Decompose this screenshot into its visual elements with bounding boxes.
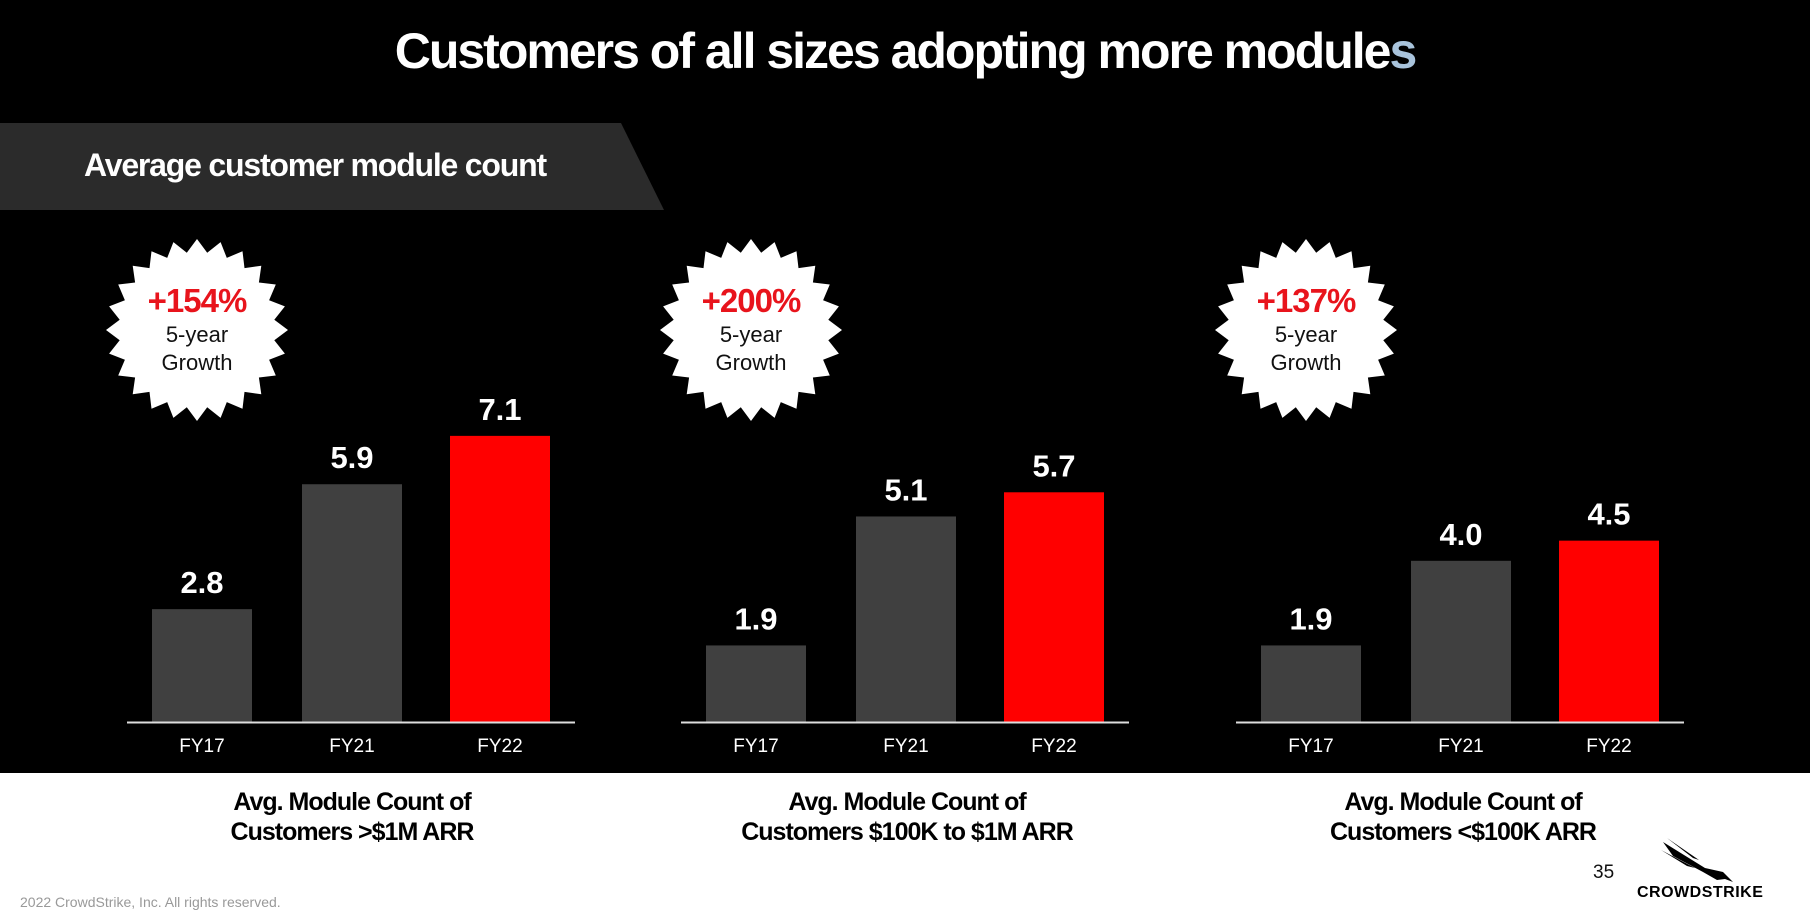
- growth-value: +154%: [148, 282, 247, 319]
- data-label: 4.5: [1587, 497, 1630, 532]
- x-tick-label: FY17: [733, 736, 778, 757]
- growth-label: Growth: [716, 350, 787, 375]
- bar-fy17: [706, 645, 806, 722]
- chart-2-title: Avg. Module Count of Customers $100K to $…: [657, 787, 1157, 847]
- chart-title-line: Avg. Module Count of: [788, 788, 1026, 816]
- growth-label: Growth: [1271, 350, 1342, 375]
- chart-title-line: Customers <$100K ARR: [1330, 818, 1597, 846]
- growth-label: 5-year: [166, 322, 228, 347]
- banner-label: Average customer module count: [84, 147, 547, 183]
- logo-text: CROWDSTRIKE: [1637, 884, 1764, 901]
- bar-fy22: [1559, 540, 1659, 722]
- bar-fy21: [302, 484, 402, 722]
- page-title: Customers of all sizes adopting more mod…: [0, 22, 1810, 80]
- chart-title-line: Customers >$1M ARR: [230, 818, 475, 846]
- growth-starburst: [1215, 239, 1397, 421]
- growth-label: Growth: [162, 350, 233, 375]
- x-tick-label: FY22: [1031, 736, 1076, 757]
- data-label: 5.1: [884, 472, 927, 507]
- x-tick-label: FY17: [1288, 736, 1333, 757]
- title-text: Customers of all sizes adopting more mod…: [394, 23, 1392, 79]
- x-tick-label: FY21: [1438, 736, 1483, 757]
- data-label: 5.7: [1032, 448, 1075, 483]
- page-number: 35: [1593, 862, 1615, 883]
- data-label: 7.1: [478, 392, 521, 427]
- chart-1-title: Avg. Module Count of Customers >$1M ARR: [102, 787, 602, 847]
- section-banner: Average customer module count: [0, 123, 664, 210]
- bar-fy21: [856, 516, 956, 722]
- bar-fy21: [1411, 560, 1511, 722]
- data-label: 2.8: [180, 565, 223, 600]
- growth-starburst: [106, 239, 288, 421]
- x-tick-label: FY22: [477, 736, 522, 757]
- chart-title-line: Customers $100K to $1M ARR: [741, 818, 1074, 846]
- growth-starburst: [660, 239, 842, 421]
- x-tick-label: FY21: [329, 736, 374, 757]
- chart-title-line: Avg. Module Count of: [1344, 788, 1582, 816]
- growth-label: 5-year: [720, 322, 782, 347]
- data-label: 1.9: [1289, 601, 1332, 636]
- x-tick-label: FY17: [179, 736, 224, 757]
- growth-value: +200%: [702, 282, 801, 319]
- bar-fy17: [1261, 645, 1361, 722]
- bar-charts: +154% 5-year Growth 2.8 FY17 5.9 FY21 7.1 FY22 +2…: [106, 239, 1684, 757]
- growth-label: 5-year: [1275, 322, 1337, 347]
- title-accent-letter: s: [1389, 23, 1417, 79]
- chart-title-line: Avg. Module Count of: [233, 788, 471, 816]
- data-label: 5.9: [330, 440, 373, 475]
- bar-fy17: [152, 609, 252, 722]
- growth-value: +137%: [1257, 282, 1356, 319]
- data-label: 4.0: [1439, 517, 1482, 552]
- falcon-icon: [1661, 838, 1733, 882]
- x-tick-label: FY22: [1586, 736, 1631, 757]
- bar-fy22: [450, 435, 550, 722]
- crowdstrike-logo: CROWDSTRIKE: [1633, 838, 1773, 902]
- chart-3-title: Avg. Module Count of Customers <$100K ARR: [1213, 787, 1713, 847]
- x-tick-label: FY21: [883, 736, 928, 757]
- data-label: 1.9: [734, 601, 777, 636]
- copyright: 2022 CrowdStrike, Inc. All rights reserv…: [20, 894, 281, 910]
- bar-fy22: [1004, 492, 1104, 722]
